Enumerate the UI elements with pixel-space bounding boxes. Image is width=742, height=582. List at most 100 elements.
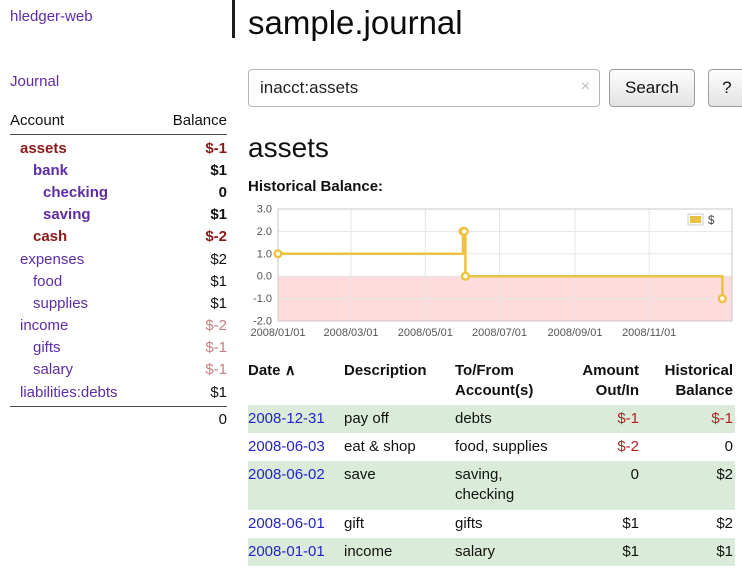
brand-link[interactable]: hledger-web: [10, 8, 93, 25]
transaction-balance: 0: [641, 433, 735, 461]
nav-journal-link[interactable]: Journal: [10, 73, 60, 90]
account-link[interactable]: assets: [20, 139, 67, 157]
account-balance: $1: [210, 272, 227, 290]
search-input[interactable]: [248, 69, 600, 107]
account-link[interactable]: supplies: [33, 294, 89, 312]
account-balance: $2: [210, 250, 227, 268]
account-balance: $1: [210, 161, 227, 179]
x-axis-tick-label: 2008/11/01: [622, 327, 676, 339]
transaction-balance-value: 0: [724, 437, 733, 455]
transaction-balance: $2: [641, 461, 735, 510]
y-axis-tick-label: 1.0: [257, 248, 272, 260]
account-row: bank $1: [10, 159, 227, 181]
account-link[interactable]: bank: [33, 161, 69, 179]
clear-search-icon[interactable]: ×: [580, 78, 590, 95]
transaction-balance-value: $-1: [711, 409, 733, 427]
account-row: assets $-1: [10, 137, 227, 159]
transaction-amount: $1: [563, 510, 641, 538]
transaction-amount-value: $-1: [617, 409, 639, 427]
account-balance: $-2: [205, 228, 227, 246]
account-link[interactable]: salary: [33, 361, 74, 379]
y-axis-tick-label: -2.0: [253, 316, 272, 328]
transaction-accounts: food, supplies: [455, 437, 548, 455]
column-header-balance: Historical Balance: [664, 362, 733, 399]
y-axis-tick-label: 2.0: [257, 226, 272, 238]
accounts-header-account: Account: [10, 112, 65, 129]
transaction-amount: $-1: [563, 405, 641, 433]
account-row: expenses $2: [10, 248, 227, 270]
main-content: sample.journal × Search ? assets Histori…: [233, 0, 742, 582]
transaction-row[interactable]: 2008-06-01 gift gifts $1 $2: [248, 510, 735, 538]
transaction-description: income: [344, 542, 393, 560]
account-link[interactable]: checking: [43, 183, 109, 201]
transaction-date-cell: 2008-01-01: [248, 538, 344, 566]
search-button[interactable]: Search: [609, 69, 695, 107]
transaction-balance-value: $2: [716, 466, 733, 484]
transaction-balance-value: $1: [716, 542, 733, 560]
transaction-date-link[interactable]: 2008-01-01: [248, 542, 325, 560]
accounts-header-balance: Balance: [172, 112, 227, 129]
account-row: income $-2: [10, 315, 227, 337]
transaction-amount-value: $-2: [617, 437, 639, 455]
transaction-balance: $1: [641, 538, 735, 566]
accounts-list: assets $-1 bank $1 checking 0 saving $1 …: [10, 135, 227, 406]
transaction-accounts: debts: [455, 409, 492, 427]
account-row: food $1: [10, 270, 227, 292]
transaction-date-cell: 2008-06-01: [248, 510, 344, 538]
chart-point-marker: [717, 293, 727, 304]
chart-title: Historical Balance:: [248, 178, 384, 195]
transaction-date-link[interactable]: 2008-12-31: [248, 409, 325, 427]
y-axis-tick-label: 0.0: [257, 271, 272, 283]
account-row: checking 0: [10, 181, 227, 203]
y-axis-tick-label: 3.0: [257, 204, 272, 216]
transaction-balance: $2: [641, 510, 735, 538]
column-header-date[interactable]: Date ∧: [248, 359, 344, 405]
transaction-description: eat & shop: [344, 437, 416, 455]
column-header-account: To/From Account(s): [455, 362, 534, 399]
help-button[interactable]: ?: [707, 69, 742, 107]
legend-swatch: [690, 216, 701, 223]
sidebar: hledger-web Journal Account Balance asse…: [0, 0, 235, 582]
transaction-row[interactable]: 2008-01-01 income salary $1 $1: [248, 537, 735, 567]
transaction-row[interactable]: 2008-06-02 save saving, checking 0 $2: [248, 461, 735, 510]
search-field-wrap: ×: [248, 69, 600, 107]
account-link[interactable]: cash: [33, 228, 68, 246]
transaction-balance: $-1: [641, 405, 735, 433]
transaction-description: pay off: [344, 409, 389, 427]
transaction-amount: $1: [563, 538, 641, 566]
x-axis-tick-label: 2008/03/01: [323, 327, 378, 339]
chart-legend: $: [684, 211, 730, 231]
accounts-header-row: Account Balance: [10, 110, 227, 135]
account-row: salary $-1: [10, 359, 227, 381]
register-table: Date ∧ Description To/From Account(s) Am…: [248, 359, 735, 567]
chart-point-marker: [460, 271, 471, 281]
account-balance: $1: [210, 383, 227, 401]
account-link[interactable]: expenses: [20, 250, 85, 268]
x-axis-tick-label: 2008/01/01: [250, 327, 305, 339]
transaction-row[interactable]: 2008-12-31 pay off debts $-1 $-1: [248, 404, 735, 433]
account-row: saving $1: [10, 204, 227, 226]
column-header-amount: Amount Out/In: [582, 362, 639, 399]
transaction-date-cell: 2008-12-31: [248, 405, 344, 433]
account-balance: 0: [218, 183, 227, 201]
account-link[interactable]: liabilities:debts: [20, 383, 118, 401]
account-link[interactable]: saving: [43, 206, 91, 224]
account-link[interactable]: food: [33, 272, 63, 290]
transaction-date-link[interactable]: 2008-06-02: [248, 466, 325, 484]
transaction-row[interactable]: 2008-06-03 eat & shop food, supplies $-2…: [248, 433, 735, 461]
transaction-date-link[interactable]: 2008-06-01: [248, 514, 325, 532]
transaction-accounts: salary: [455, 542, 496, 560]
transaction-amount-value: 0: [630, 466, 639, 484]
sort-ascending-icon: ∧: [284, 362, 296, 379]
account-link[interactable]: income: [20, 317, 69, 335]
transaction-description: gift: [344, 514, 365, 532]
account-link[interactable]: gifts: [33, 339, 61, 357]
x-axis-tick-label: 2008/09/01: [547, 327, 602, 339]
transaction-amount: $-2: [563, 433, 641, 461]
transaction-amount-value: $1: [622, 514, 639, 532]
column-header-description: Description: [344, 362, 427, 379]
transaction-date-link[interactable]: 2008-06-03: [248, 437, 325, 455]
column-header-date-label: Date: [248, 362, 281, 379]
